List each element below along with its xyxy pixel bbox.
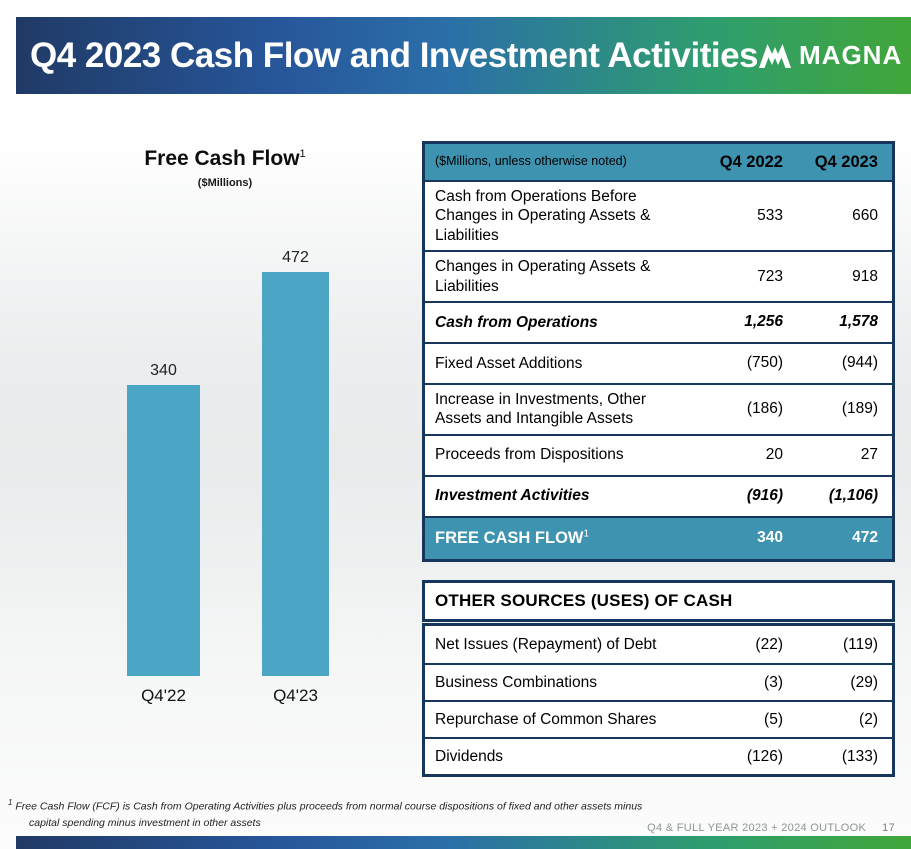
row-value-2022: (5) [764,710,783,728]
table-row: Business Combinations (3) (29) [425,663,892,700]
page-number: 17 [882,822,895,834]
bar-q4-23: 472 [262,249,329,676]
footnote-line-2: capital spending minus investment in oth… [29,816,261,829]
table-row-subtotal: Investment Activities (916) (1,106) [425,474,892,516]
row-value-2022: 340 [757,529,783,547]
table-row: Repurchase of Common Shares (5) (2) [425,700,892,737]
row-value-2023: (1,106) [828,487,878,505]
table-row: Fixed Asset Additions (750) (944) [425,341,892,383]
table-row-free-cash-flow: FREE CASH FLOW1 340 472 [425,515,892,559]
row-label: Dividends [435,747,504,765]
bar-value-label: 472 [282,249,309,266]
row-value-2023: 27 [860,446,878,464]
slide-footer: Q4 & FULL YEAR 2023 + 2024 OUTLOOK 17 [647,822,895,834]
row-value-2023: (119) [842,635,878,653]
table-header-row: ($Millions, unless otherwise noted) Q4 2… [425,144,892,180]
row-value-2023: (2) [859,710,878,728]
row-label: Investment Activities [435,487,590,505]
other-sources-title: OTHER SOURCES (USES) OF CASH [435,591,733,610]
row-label: FREE CASH FLOW1 [425,523,702,554]
row-value-2023: (944) [841,354,878,372]
table-header-q4-2023: Q4 2023 [814,152,878,171]
table-row: Changes in Operating Assets & Liabilitie… [425,250,892,301]
chart-title-text: Free Cash Flow [144,147,300,170]
row-label: Cash from Operations Before Changes in O… [435,188,651,244]
magna-m-icon [758,43,792,69]
table-header-units: ($Millions, unless otherwise noted) [435,154,627,169]
row-label: Fixed Asset Additions [435,354,583,372]
footer-label: Q4 & FULL YEAR 2023 + 2024 OUTLOOK [647,822,867,834]
magna-logo-text: MAGNA [799,40,903,70]
row-label: Repurchase of Common Shares [435,710,657,728]
footnote-marker: 1 [8,798,13,807]
footnote-text-1: Free Cash Flow (FCF) is Cash from Operat… [15,800,643,813]
row-value-2023: 918 [852,267,878,285]
table-row: Dividends (126) (133) [425,737,892,774]
magna-logo: MAGNA [758,40,902,71]
table-row: Proceeds from Dispositions 20 27 [425,433,892,475]
bar-value-label: 340 [150,362,177,379]
other-sources-table: Net Issues (Repayment) of Debt (22) (119… [422,623,895,777]
other-sources-table-header: OTHER SOURCES (USES) OF CASH [422,580,895,622]
free-cash-flow-chart: Free Cash Flow1 ($Millions) 340 472 Q4'2… [40,135,410,710]
chart-title: Free Cash Flow1 [40,147,410,171]
bottom-gradient-bar [16,836,911,849]
slide-header: Q4 2023 Cash Flow and Investment Activit… [16,17,911,94]
row-value-2023: 660 [852,207,878,225]
x-axis-label-q4-23: Q4'23 [273,686,318,705]
row-label: Proceeds from Dispositions [435,446,624,464]
row-value-2022: 1,256 [744,313,783,331]
bar-q4-22: 340 [127,362,200,676]
row-value-2023: (133) [841,747,878,765]
row-label: Net Issues (Repayment) of Debt [435,635,657,653]
table-header-q4-2022: Q4 2022 [719,152,783,171]
row-value-2022: (3) [764,673,783,691]
row-value-2023: (189) [841,400,878,418]
free-cash-flow-label: FREE CASH FLOW [435,528,584,547]
row-label: Increase in Investments, Other Assets an… [435,390,647,428]
free-cash-flow-footnote-marker: 1 [583,528,590,540]
row-value-2022: 723 [757,267,783,285]
row-value-2022: (126) [746,747,783,765]
row-value-2022: (750) [746,354,783,372]
row-value-2022: (186) [746,400,783,418]
row-value-2022: (916) [746,487,783,505]
row-label: Cash from Operations [435,313,598,331]
chart-title-footnote-marker: 1 [299,148,306,160]
row-value-2023: (29) [850,673,878,691]
cash-flow-table: ($Millions, unless otherwise noted) Q4 2… [422,141,895,562]
chart-subtitle: ($Millions) [197,177,253,189]
x-axis-label-q4-22: Q4'22 [141,686,186,705]
table-row: Increase in Investments, Other Assets an… [425,382,892,434]
row-value-2022: 533 [757,207,783,225]
row-value-2022: 20 [765,446,783,464]
slide-title: Q4 2023 Cash Flow and Investment Activit… [30,35,759,75]
table-row: Net Issues (Repayment) of Debt (22) (119… [425,626,892,663]
row-value-2023: 472 [852,529,878,547]
row-value-2023: 1,578 [839,313,878,331]
table-row: Cash from Operations Before Changes in O… [425,180,892,250]
table-row-subtotal: Cash from Operations 1,256 1,578 [425,300,892,342]
row-label: Business Combinations [435,673,597,691]
row-value-2022: (22) [755,635,783,653]
footnote: 1 Free Cash Flow (FCF) is Cash from Oper… [8,797,648,831]
footnote-line-1: 1 Free Cash Flow (FCF) is Cash from Oper… [8,797,648,815]
row-label: Changes in Operating Assets & Liabilitie… [435,258,651,295]
